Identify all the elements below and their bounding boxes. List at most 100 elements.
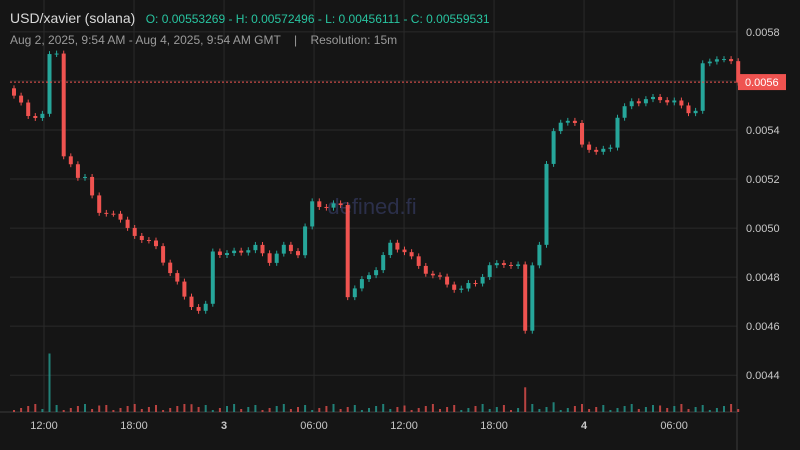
volume-bar (147, 407, 150, 412)
x-tick-label: 18:00 (480, 420, 508, 432)
volume-bar (353, 405, 356, 412)
candle-body (260, 244, 265, 254)
candle-body (516, 264, 521, 266)
candle-body (558, 122, 563, 132)
candle-body (707, 61, 712, 64)
volume-bar (226, 406, 228, 412)
candle-body (132, 227, 137, 236)
candle-body (601, 148, 606, 152)
volume-bar (332, 404, 335, 412)
y-tick-label: 0.0046 (746, 321, 780, 333)
volume-bar (644, 407, 647, 412)
candle-body (722, 59, 726, 61)
volume-bar (673, 406, 676, 412)
volume-bar (218, 408, 221, 412)
candle-body (324, 206, 329, 208)
candle-body (75, 164, 80, 178)
candle-body (679, 100, 684, 106)
volume-bar (694, 407, 697, 412)
volume-bar (140, 409, 143, 412)
volume-bar (27, 406, 30, 412)
chart-title: USD/xavier (solana) (10, 10, 136, 26)
candle-body (494, 263, 499, 266)
volume-bar (552, 402, 555, 412)
candle-body (161, 246, 166, 263)
candle-body (509, 264, 513, 266)
candle-body (239, 250, 244, 253)
volume-bar (737, 409, 740, 412)
candle-body (466, 283, 471, 289)
candle-body (487, 265, 492, 277)
volume-bar (41, 409, 44, 412)
volume-bar (495, 407, 498, 412)
header-separator: | (293, 33, 298, 47)
candle-body (168, 262, 173, 274)
candle-body (196, 307, 201, 311)
y-tick-label: 0.0052 (746, 174, 780, 186)
volume-bar (559, 410, 562, 412)
volume-bar (304, 405, 307, 412)
volume-bar (197, 407, 200, 412)
candle-body (672, 100, 677, 103)
volume-bar (297, 407, 299, 412)
candle-body (572, 120, 577, 123)
candle-body (210, 251, 215, 304)
candle-body (551, 131, 556, 164)
volume-bar (708, 410, 711, 412)
chart-subheader: Aug 2, 2025, 9:54 AM - Aug 4, 2025, 9:54… (10, 33, 397, 47)
volume-bar (69, 408, 72, 412)
volume-bar (55, 405, 58, 412)
volume-bar (112, 410, 115, 412)
y-tick-label: 0.0044 (746, 370, 780, 382)
volume-bar (687, 409, 690, 412)
candle-body (345, 205, 350, 298)
volume-bar (417, 408, 420, 412)
volume-bar (609, 410, 612, 412)
candle-body (643, 99, 648, 104)
candle-body (729, 59, 734, 62)
y-tick-label: 0.0050 (746, 223, 780, 235)
volume-bar (566, 408, 569, 412)
candle-body (281, 244, 286, 254)
volume-bar (62, 410, 65, 412)
candle-body (267, 253, 272, 263)
candle-body (445, 276, 450, 285)
volume-bar (666, 408, 669, 412)
candle-body (537, 244, 542, 266)
candle-body (338, 203, 343, 206)
volume-bar (34, 404, 37, 412)
volume-bar (155, 405, 157, 412)
grid-lines (10, 0, 737, 412)
candle-body (90, 176, 95, 196)
candle-body (367, 275, 371, 280)
y-tick-label: 0.0058 (746, 27, 780, 39)
candle-body (587, 144, 592, 150)
volume-bar (98, 405, 101, 412)
volume-bar (502, 405, 505, 412)
volume-bar (602, 405, 605, 412)
resolution-label: Resolution: 15m (310, 33, 398, 47)
volume-bar (581, 404, 583, 412)
y-tick-label: 0.0054 (746, 125, 780, 137)
candle-body (622, 106, 627, 118)
volume-bar (204, 405, 207, 412)
y-tick-label: 0.0048 (746, 272, 780, 284)
candle-body (189, 296, 194, 308)
volume-bar (20, 408, 23, 412)
x-tick-label: 18:00 (120, 420, 148, 432)
candle-body (33, 116, 38, 118)
volume-bar (730, 404, 733, 412)
volume-bar (715, 408, 718, 412)
candles (12, 50, 741, 334)
x-tick-label: 06:00 (660, 420, 688, 432)
candle-body (438, 275, 442, 277)
candle-body (303, 226, 308, 256)
volume-bar (453, 405, 456, 412)
candle-body (636, 101, 641, 104)
volume-bar (233, 404, 236, 412)
candle-body (310, 201, 315, 227)
volume-bar (268, 408, 271, 412)
current-price-label: 0.0056 (745, 77, 779, 89)
